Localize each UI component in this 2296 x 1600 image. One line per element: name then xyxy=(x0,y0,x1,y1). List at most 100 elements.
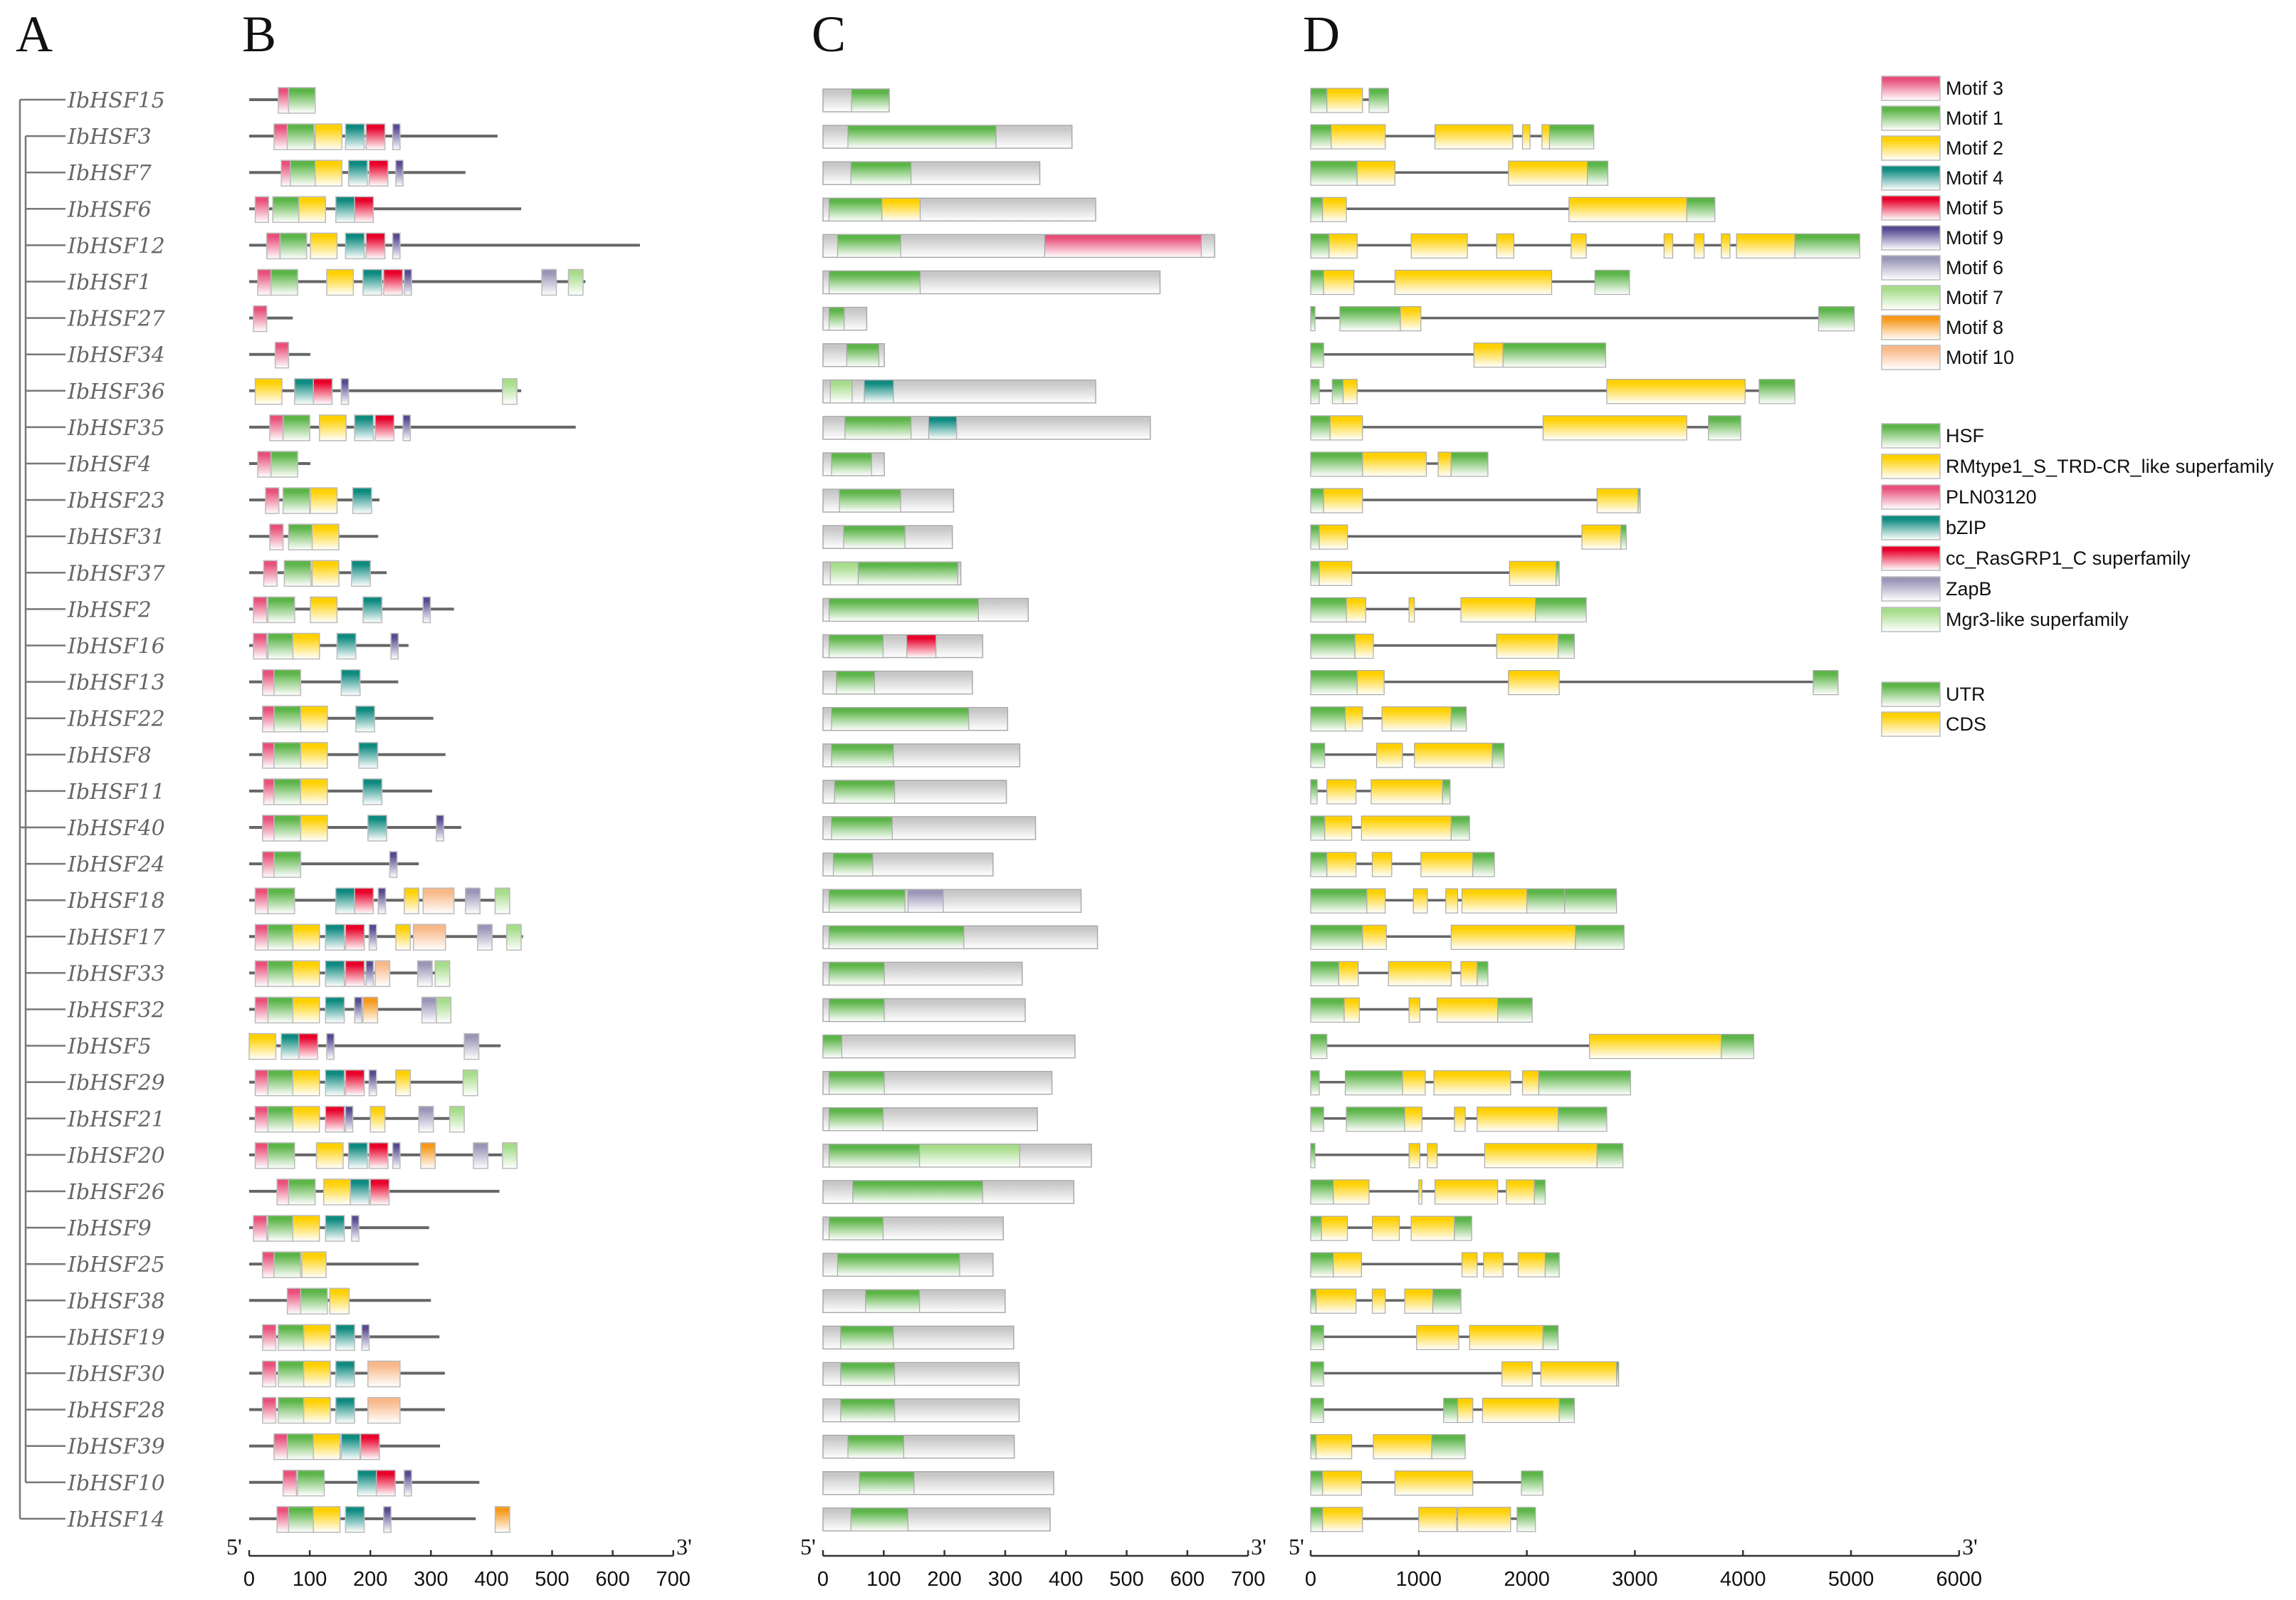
motif-4-box xyxy=(351,560,371,587)
legend-structure-swatch xyxy=(1881,711,1941,737)
cds-box xyxy=(1437,451,1452,477)
motif-5-box xyxy=(365,123,386,150)
utr-box xyxy=(1450,815,1470,841)
motif-2-box xyxy=(318,414,347,441)
cds-box xyxy=(1496,633,1559,659)
gene-tick-label: 5000 xyxy=(1828,1568,1875,1591)
utr-box xyxy=(1310,852,1328,877)
legend-motif-label: Motif 9 xyxy=(1946,227,2003,249)
gene-label: IbHSF35 xyxy=(67,416,165,441)
gene-structure-row xyxy=(1310,743,1505,768)
domain-hsf-box xyxy=(844,416,912,440)
cds-box xyxy=(1482,1397,1560,1423)
cds-box xyxy=(1315,1288,1357,1314)
cds-box xyxy=(1343,997,1360,1023)
domain-hsf-box xyxy=(859,1471,915,1495)
utr-box xyxy=(1477,961,1489,987)
motif-row xyxy=(249,523,379,550)
gene-label: IbHSF22 xyxy=(67,707,165,732)
gene-label: IbHSF18 xyxy=(67,889,165,914)
legend: Motif 3 Motif 1 Motif 2 Motif 4 Motif 5 Motif… xyxy=(1881,75,2274,737)
motif-5-box xyxy=(365,232,386,260)
utr-box xyxy=(1368,88,1389,113)
gene-label: IbHSF27 xyxy=(67,307,166,332)
motif-9-box xyxy=(395,160,404,187)
legend-domain-label: Mgr3-like superfamily xyxy=(1946,609,2129,630)
domain-row xyxy=(822,1361,1020,1386)
domain-row xyxy=(822,270,1161,295)
motif-2-box xyxy=(292,1215,320,1242)
domain-row xyxy=(822,1180,1075,1204)
gene-structure-row xyxy=(1310,524,1627,550)
gene-label: IbHSF23 xyxy=(67,488,165,513)
domain-hsf-box xyxy=(843,525,906,549)
motif-7-box xyxy=(494,887,510,914)
motif-9-box xyxy=(390,632,399,660)
cds-box xyxy=(1388,961,1452,987)
utr-box xyxy=(1502,343,1607,368)
motif-5-box xyxy=(325,1106,345,1133)
utr-box xyxy=(1310,1179,1334,1205)
gene-structure-row xyxy=(1310,1361,1620,1387)
motif-tick-label: 500 xyxy=(535,1568,569,1591)
motif-1-box xyxy=(267,887,295,914)
motif-3-box xyxy=(269,523,284,550)
motif-3-box xyxy=(254,1069,269,1097)
utr-box xyxy=(1310,160,1358,186)
domain-hsf-box xyxy=(831,816,893,840)
utr-box xyxy=(1432,1288,1462,1314)
gene-label: IbHSF20 xyxy=(67,1144,165,1168)
motif-row xyxy=(249,232,640,260)
gene-tick-label: 0 xyxy=(1305,1568,1316,1591)
utr-box xyxy=(1310,997,1345,1023)
gene-structure-row xyxy=(1310,1070,1631,1096)
domain-row xyxy=(822,1507,1051,1532)
motif-7-box xyxy=(501,1142,518,1169)
cds-box xyxy=(1356,160,1396,186)
domain-row xyxy=(822,816,1037,840)
gene-structure-panel xyxy=(1310,88,1860,1532)
cds-box xyxy=(1542,415,1687,441)
domain-row xyxy=(822,452,885,476)
legend-motif-label: Motif 5 xyxy=(1946,197,2003,219)
motif-3-box xyxy=(254,887,269,914)
cds-box xyxy=(1736,233,1796,258)
motif-row xyxy=(249,560,387,587)
motif-row xyxy=(249,742,446,769)
utr-box xyxy=(1310,1361,1324,1387)
cds-box xyxy=(1420,852,1474,877)
cds-box xyxy=(1362,451,1427,477)
domain-hsf-box xyxy=(831,743,894,768)
domain-row xyxy=(822,634,984,659)
gene-structure-row xyxy=(1310,1397,1575,1423)
cds-box xyxy=(1319,524,1348,550)
motif-tick-label: 100 xyxy=(293,1568,327,1591)
motif-4-box xyxy=(325,960,345,988)
legend-domain-swatch xyxy=(1881,515,1941,540)
motif-1-box xyxy=(278,1396,306,1424)
utr-box xyxy=(1310,961,1340,987)
utr-box xyxy=(1443,1397,1459,1423)
gene-structure-row xyxy=(1310,1434,1466,1460)
cds-box xyxy=(1375,743,1403,768)
domain-row xyxy=(822,161,1041,185)
cds-box xyxy=(1356,669,1385,696)
gene-structure-row xyxy=(1310,1324,1559,1351)
legend-domain-label: RMtype1_S_TRD-CR_like superfamily xyxy=(1946,456,2274,477)
utr-box xyxy=(1310,1434,1317,1460)
utr-box xyxy=(1818,306,1855,332)
legend-domain-label: cc_RasGRP1_C superfamily xyxy=(1946,548,2191,569)
gene-structure-row xyxy=(1310,560,1560,586)
domain-row xyxy=(822,234,1215,258)
gene-label: IbHSF38 xyxy=(67,1289,165,1314)
motif-2-box xyxy=(292,1069,320,1097)
motif-3-box xyxy=(254,196,269,224)
motif-10-box xyxy=(412,924,446,951)
gene-label: IbHSF39 xyxy=(67,1435,165,1460)
motif-2-box xyxy=(395,1069,412,1097)
motif-4-box xyxy=(367,815,387,842)
cds-box xyxy=(1606,379,1746,404)
motif-1-box xyxy=(300,1287,328,1315)
domain-row xyxy=(822,998,1026,1023)
motif-3-box xyxy=(253,596,268,624)
